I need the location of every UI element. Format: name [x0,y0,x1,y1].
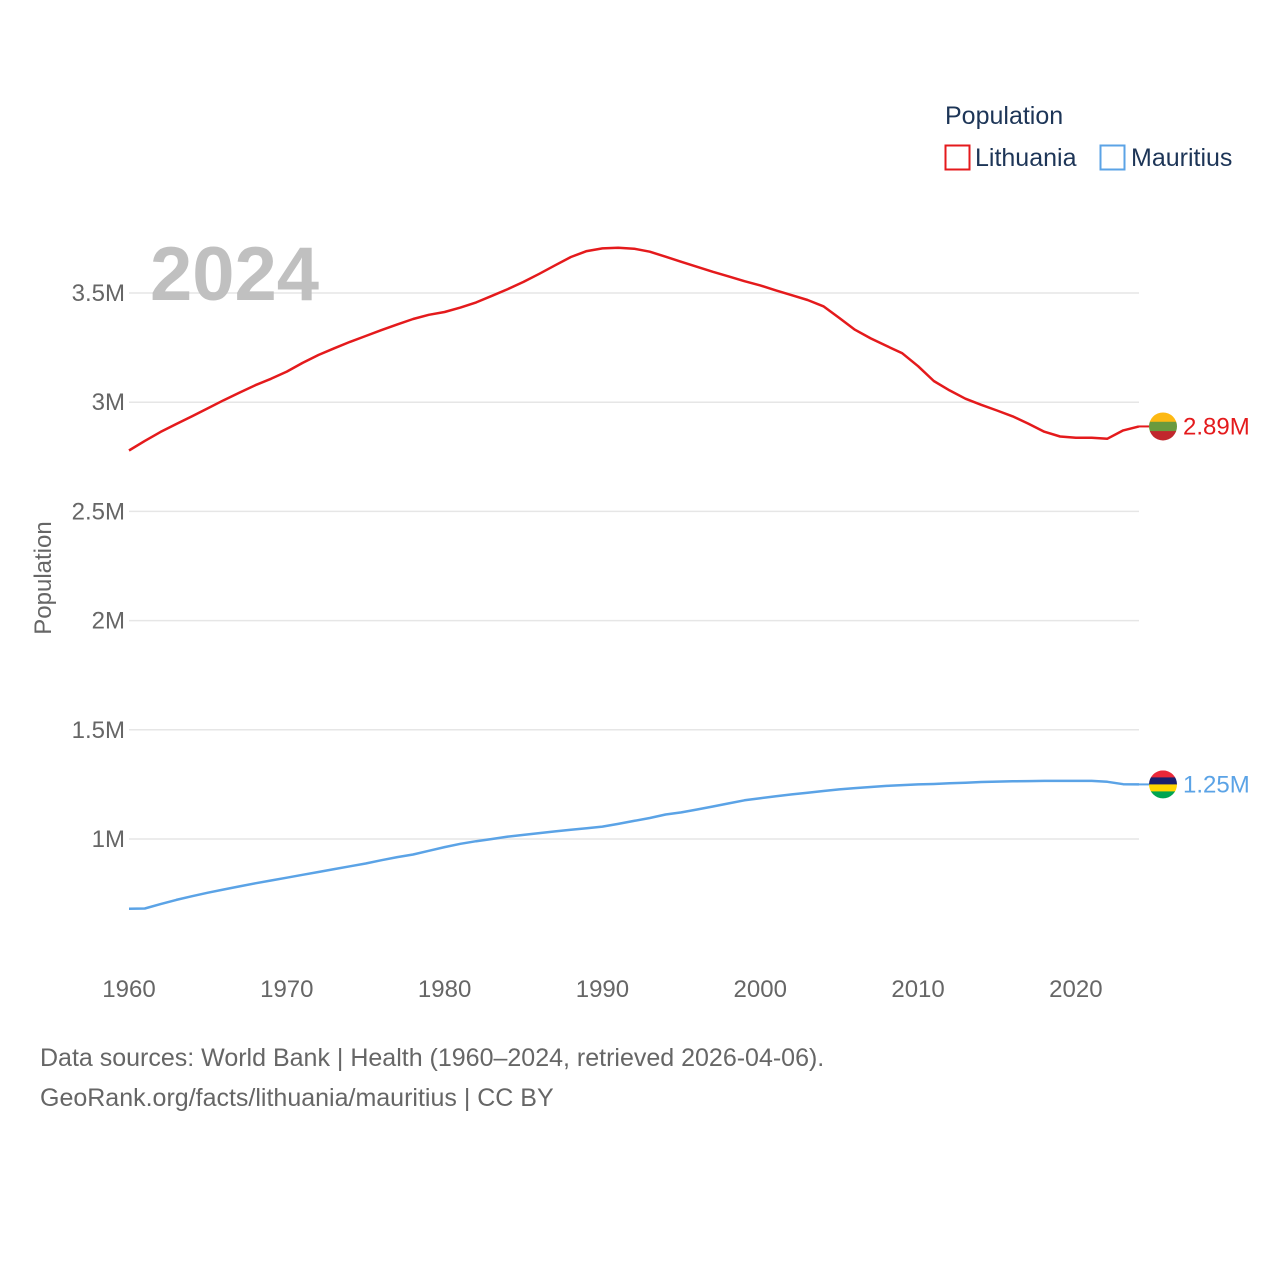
legend-swatch-lithuania [944,144,971,171]
x-tick-label: 1980 [418,976,471,1003]
y-tick-label: 3.5M [72,280,125,307]
y-tick-label: 3M [92,389,125,416]
y-axis-ticks: 1M 1.5M 2M 2.5M 3M 3.5M [72,280,125,853]
series-line-mauritius [128,779,1140,910]
footer-attribution[interactable]: GeoRank.org/facts/lithuania/mauritius | … [40,1084,554,1112]
series-end-markers: 2.89M 1.25M [1139,412,1250,799]
legend-label-mauritius: Mauritius [1131,144,1232,172]
y-tick-label: 1M [92,826,125,853]
flag-lithuania-icon [1149,412,1177,441]
y-tick-label: 1.5M [72,717,125,744]
x-tick-label: 1970 [260,976,313,1003]
y-tick-label: 2M [92,608,125,635]
legend-item-mauritius[interactable]: Mauritius [1099,144,1233,172]
legend-item-lithuania[interactable]: Lithuania [944,144,1077,172]
x-tick-label: 2020 [1049,976,1102,1003]
footer-sources: Data sources: World Bank | Health (1960–… [40,1044,825,1072]
x-tick-label: 1990 [576,976,629,1003]
gridlines [129,292,1139,840]
legend-swatch-mauritius [1099,144,1126,171]
y-tick-label: 2.5M [72,498,125,525]
x-tick-label: 2010 [891,976,944,1003]
x-tick-label: 1960 [102,976,155,1003]
legend-title: Population [945,102,1063,130]
legend: Population Lithuania Mauritius [944,102,1233,172]
end-value-label-mauritius: 1.25M [1183,771,1250,798]
x-tick-label: 2000 [734,976,787,1003]
year-label: 2024 [150,232,319,317]
series-line-lithuania [128,246,1140,452]
end-value-label-lithuania: 2.89M [1183,413,1250,440]
series-lines [128,246,1140,910]
legend-label-lithuania: Lithuania [975,144,1077,172]
y-axis-title: Population [30,521,57,634]
x-axis-ticks: 1960 1970 1980 1990 2000 2010 2020 [102,976,1102,1003]
flag-mauritius-icon [1149,770,1177,799]
